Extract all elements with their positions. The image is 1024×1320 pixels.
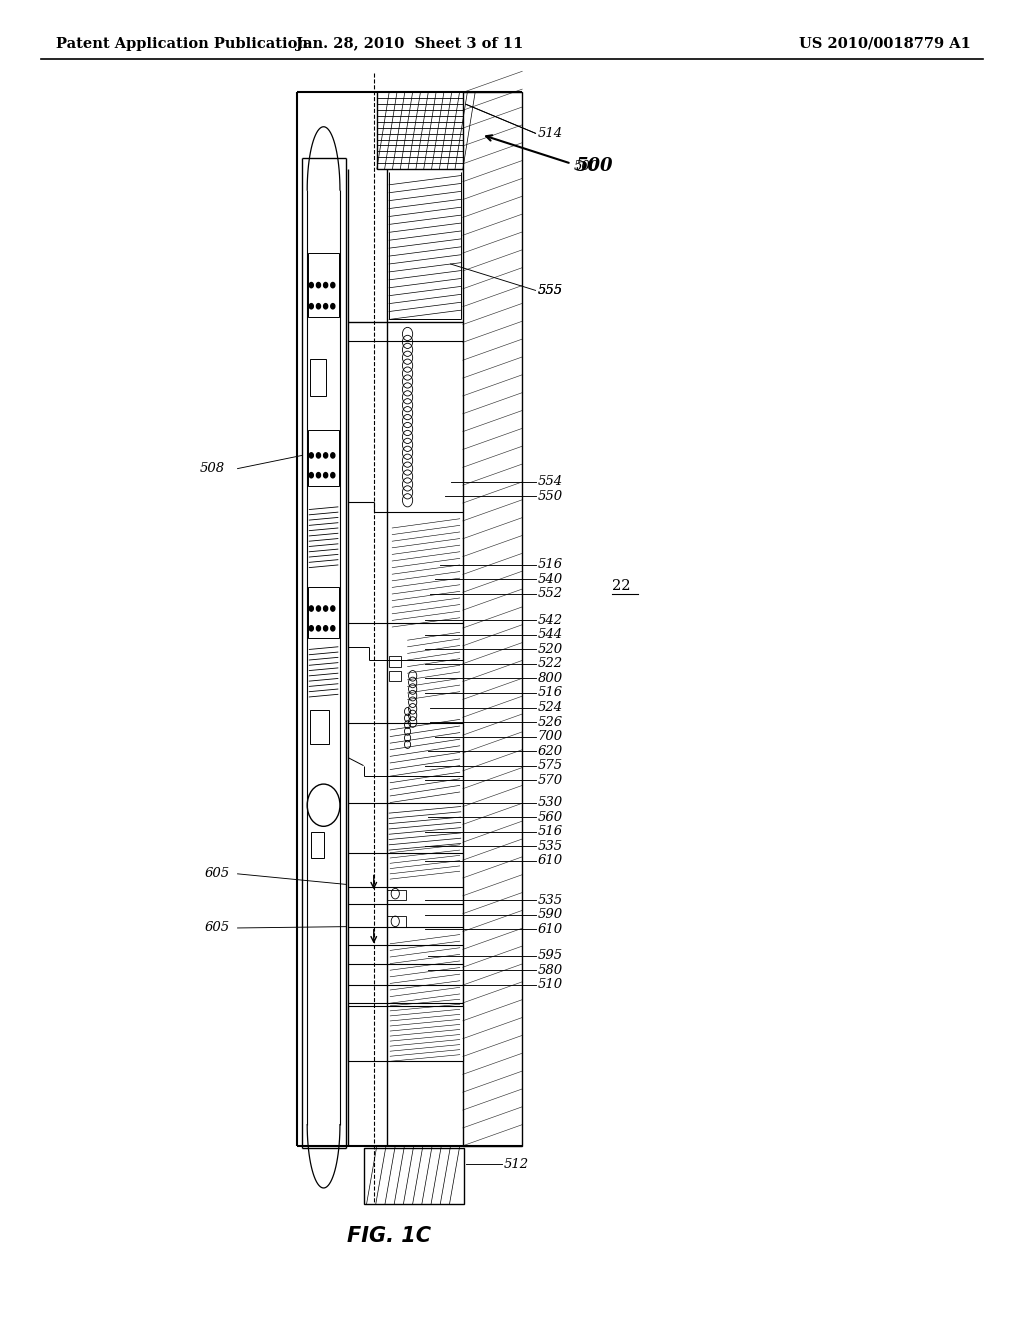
Bar bbox=[310, 710, 329, 744]
Bar bbox=[310, 359, 326, 396]
Circle shape bbox=[309, 304, 313, 309]
Text: 800: 800 bbox=[538, 672, 563, 685]
Text: 570: 570 bbox=[538, 774, 563, 787]
Text: 516: 516 bbox=[538, 825, 563, 838]
Circle shape bbox=[316, 606, 321, 611]
Circle shape bbox=[324, 304, 328, 309]
Bar bbox=[311, 832, 324, 858]
Bar bbox=[389, 656, 401, 667]
Text: 516: 516 bbox=[538, 686, 563, 700]
Text: 516: 516 bbox=[538, 558, 563, 572]
Circle shape bbox=[309, 453, 313, 458]
Circle shape bbox=[331, 304, 335, 309]
Text: 610: 610 bbox=[538, 923, 563, 936]
Circle shape bbox=[324, 606, 328, 611]
Text: 554: 554 bbox=[538, 475, 563, 488]
Text: 610: 610 bbox=[538, 854, 563, 867]
Text: 508: 508 bbox=[200, 462, 225, 475]
Circle shape bbox=[331, 282, 335, 288]
Text: 560: 560 bbox=[538, 810, 563, 824]
Circle shape bbox=[309, 606, 313, 611]
Text: 555: 555 bbox=[538, 284, 563, 297]
Circle shape bbox=[331, 453, 335, 458]
Bar bbox=[387, 916, 406, 927]
Text: 575: 575 bbox=[538, 759, 563, 772]
Bar bbox=[308, 587, 339, 638]
Text: 620: 620 bbox=[538, 744, 563, 758]
Text: US 2010/0018779 A1: US 2010/0018779 A1 bbox=[799, 37, 971, 50]
Text: 540: 540 bbox=[538, 573, 563, 586]
Text: 590: 590 bbox=[538, 908, 563, 921]
Circle shape bbox=[309, 282, 313, 288]
Circle shape bbox=[331, 473, 335, 478]
Circle shape bbox=[324, 473, 328, 478]
Text: 550: 550 bbox=[538, 490, 563, 503]
Text: 544: 544 bbox=[538, 628, 563, 642]
Text: 555: 555 bbox=[538, 284, 563, 297]
Text: 535: 535 bbox=[538, 840, 563, 853]
Circle shape bbox=[324, 626, 328, 631]
Text: 522: 522 bbox=[538, 657, 563, 671]
Text: 605: 605 bbox=[205, 867, 230, 880]
Text: 510: 510 bbox=[538, 978, 563, 991]
Circle shape bbox=[309, 626, 313, 631]
Text: FIG. 1C: FIG. 1C bbox=[347, 1225, 431, 1246]
Text: 520: 520 bbox=[538, 643, 563, 656]
Text: 526: 526 bbox=[538, 715, 563, 729]
Bar bbox=[389, 671, 401, 681]
Text: 535: 535 bbox=[538, 894, 563, 907]
Bar bbox=[348, 1006, 463, 1061]
Circle shape bbox=[331, 606, 335, 611]
Circle shape bbox=[316, 304, 321, 309]
Text: 542: 542 bbox=[538, 614, 563, 627]
Circle shape bbox=[324, 282, 328, 288]
Text: 595: 595 bbox=[538, 949, 563, 962]
Text: 552: 552 bbox=[538, 587, 563, 601]
Text: 514: 514 bbox=[538, 127, 563, 140]
Circle shape bbox=[316, 282, 321, 288]
Circle shape bbox=[309, 473, 313, 478]
Text: 580: 580 bbox=[538, 964, 563, 977]
Circle shape bbox=[324, 453, 328, 458]
Bar bbox=[463, 92, 522, 1146]
Circle shape bbox=[316, 453, 321, 458]
Bar bbox=[308, 430, 339, 486]
Text: 700: 700 bbox=[538, 730, 563, 743]
Bar bbox=[387, 890, 406, 900]
Text: 500: 500 bbox=[573, 160, 599, 173]
Text: Jan. 28, 2010  Sheet 3 of 11: Jan. 28, 2010 Sheet 3 of 11 bbox=[296, 37, 523, 50]
Circle shape bbox=[331, 626, 335, 631]
Bar bbox=[364, 1148, 464, 1204]
Text: Patent Application Publication: Patent Application Publication bbox=[56, 37, 308, 50]
Circle shape bbox=[316, 473, 321, 478]
Bar bbox=[308, 253, 339, 317]
Text: 524: 524 bbox=[538, 701, 563, 714]
Text: 530: 530 bbox=[538, 796, 563, 809]
Text: 500: 500 bbox=[575, 157, 613, 176]
Text: 512: 512 bbox=[504, 1158, 529, 1171]
Circle shape bbox=[316, 626, 321, 631]
Text: 605: 605 bbox=[205, 921, 230, 935]
Text: 22: 22 bbox=[612, 579, 631, 593]
